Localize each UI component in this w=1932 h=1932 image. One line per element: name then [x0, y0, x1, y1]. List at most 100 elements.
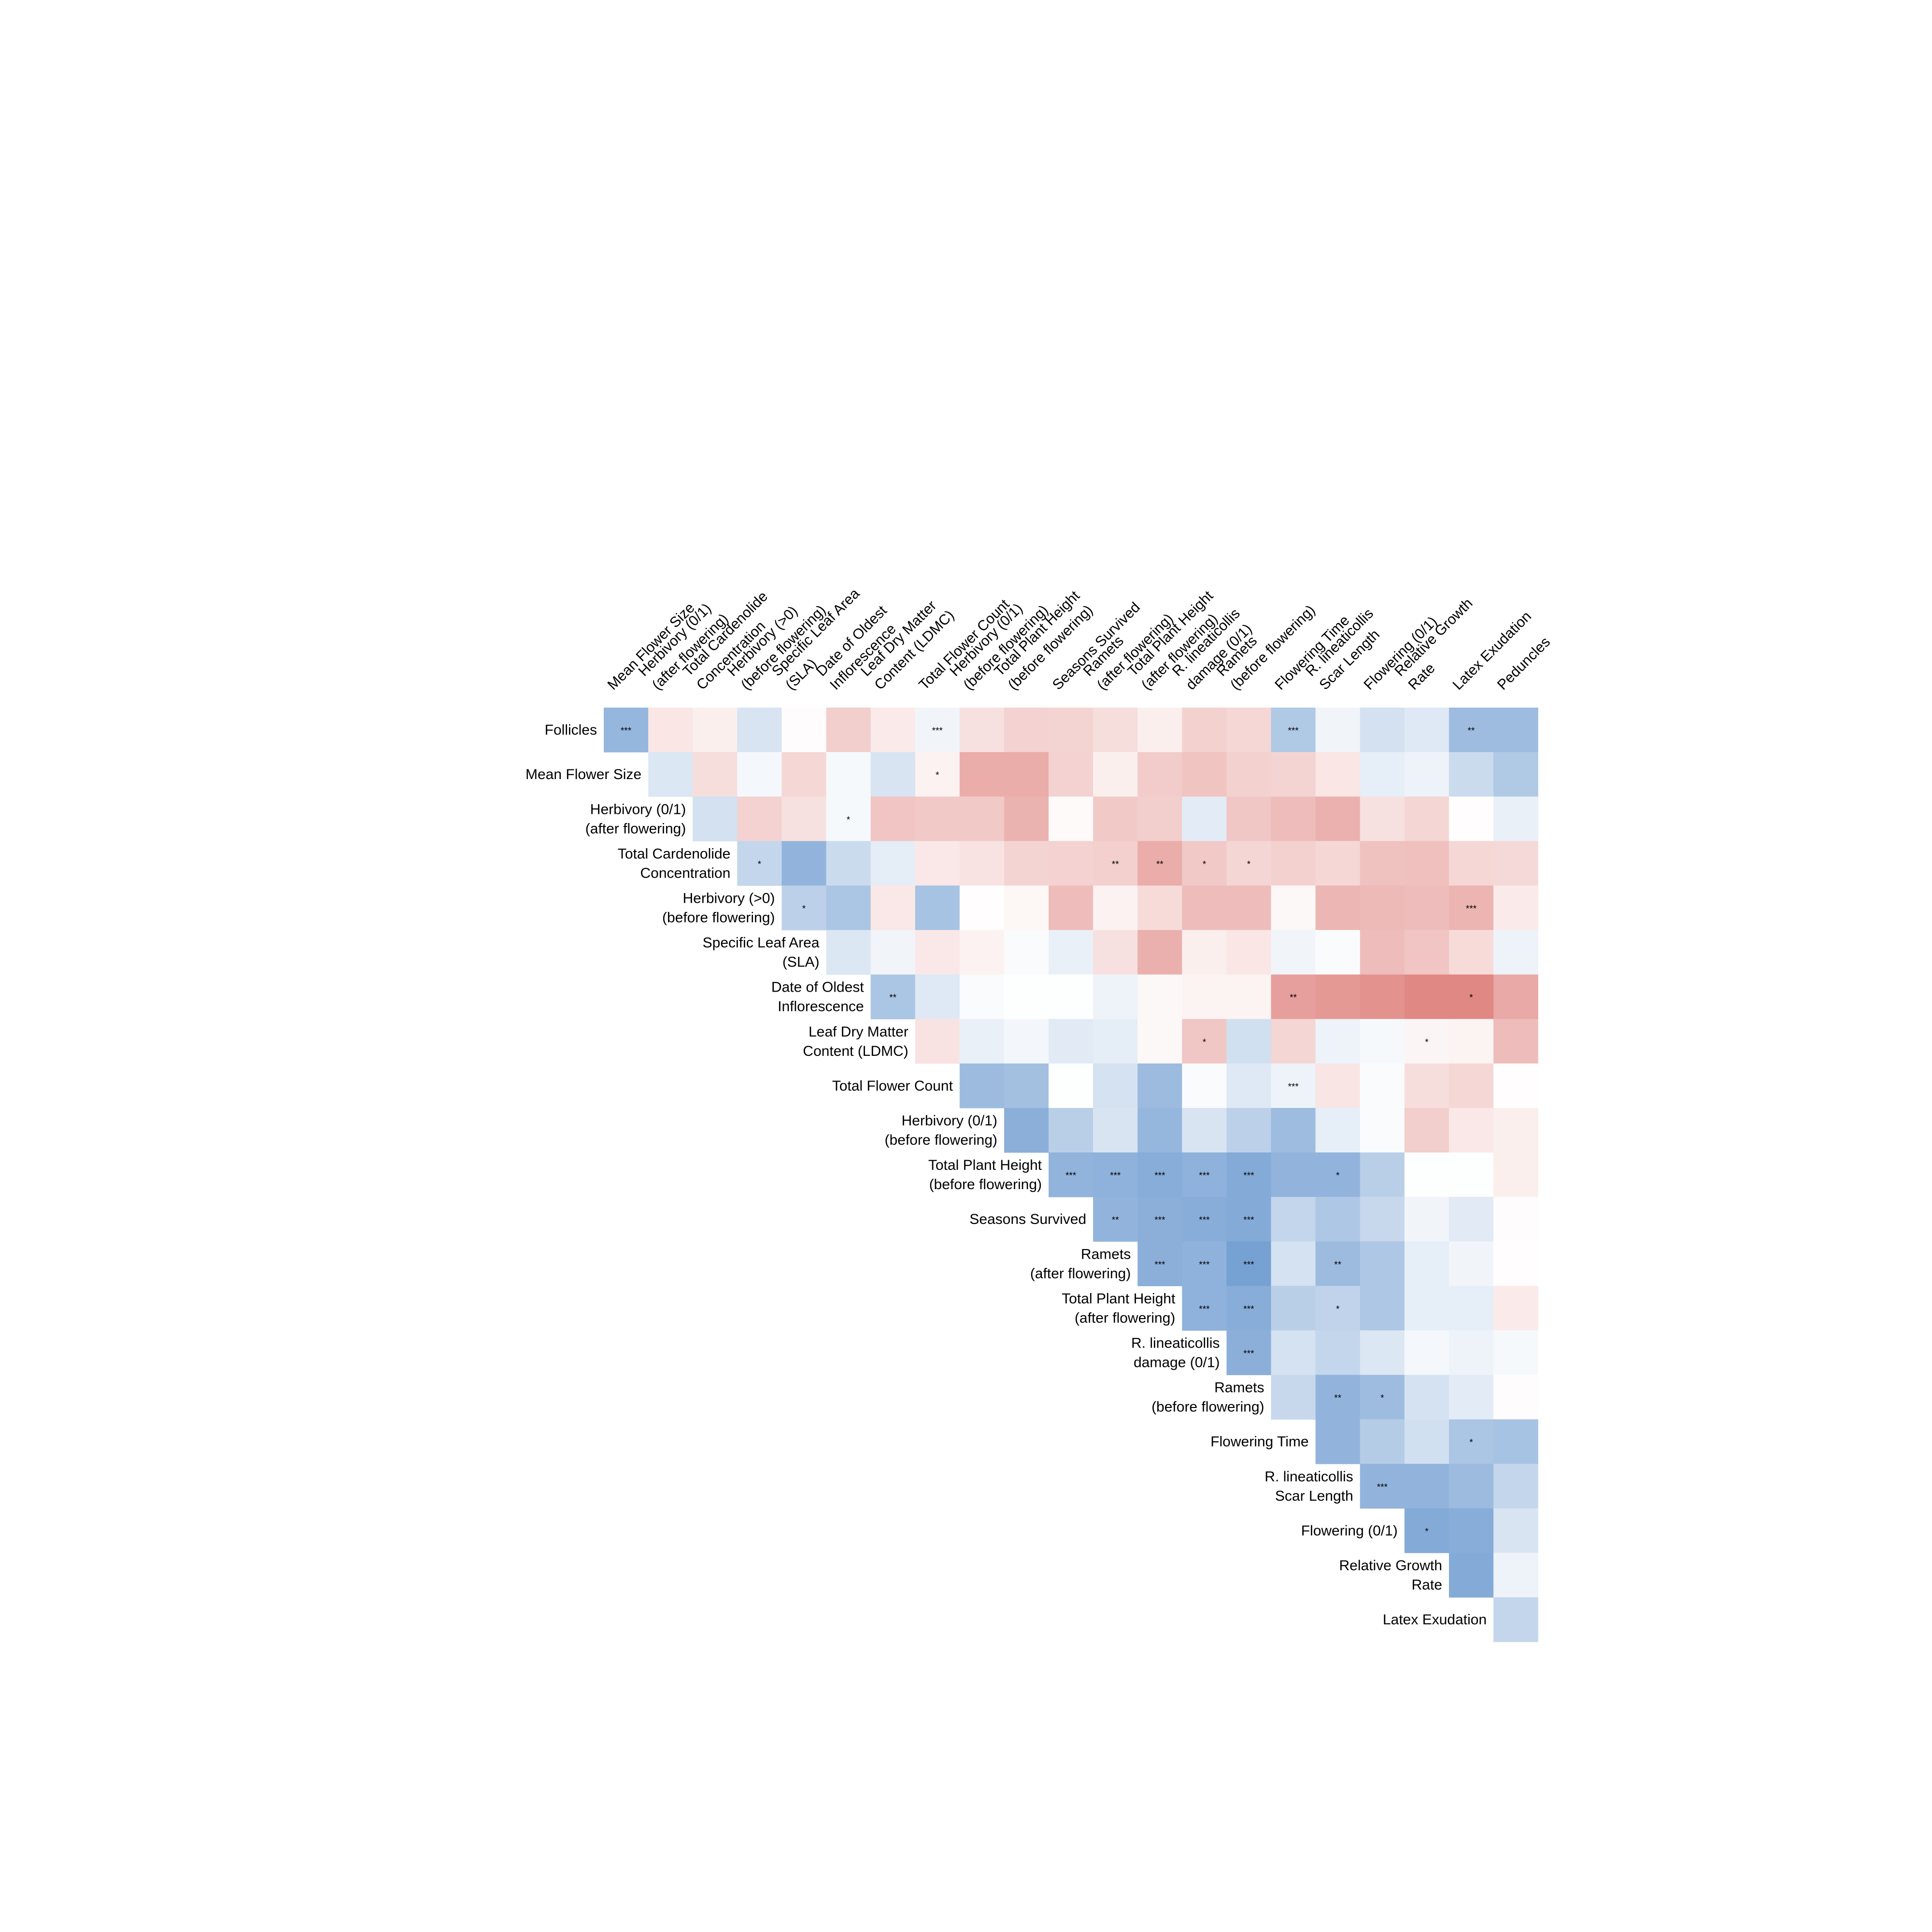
heatmap-cell — [1404, 885, 1449, 931]
heatmap-cell — [1093, 1152, 1138, 1197]
heatmap-cell — [1449, 930, 1494, 975]
heatmap-cell — [915, 1019, 960, 1064]
heatmap-cell — [1449, 796, 1494, 841]
heatmap-cell — [1315, 752, 1361, 797]
significance-star: ** — [1290, 993, 1297, 1003]
heatmap-cell — [1226, 974, 1272, 1020]
heatmap-cell — [781, 796, 827, 841]
heatmap-cell — [915, 885, 960, 931]
significance-star: *** — [1154, 1260, 1165, 1270]
heatmap-cell — [1315, 708, 1361, 753]
heatmap-cell — [1360, 930, 1405, 975]
heatmap-cell — [737, 708, 782, 753]
heatmap-cell — [1049, 1019, 1094, 1064]
heatmap-cell — [648, 752, 693, 797]
heatmap-cell — [1404, 1108, 1449, 1153]
heatmap-cell — [1182, 885, 1227, 931]
row-label: Specific Leaf Area (SLA) — [703, 935, 820, 970]
heatmap-cell — [1360, 1241, 1405, 1286]
heatmap-cell — [693, 708, 738, 753]
heatmap-cell — [1449, 1063, 1494, 1108]
heatmap-cell — [826, 930, 871, 975]
significance-star: *** — [1243, 1304, 1254, 1314]
heatmap-cell — [1137, 974, 1182, 1020]
heatmap-cell — [1226, 1241, 1272, 1286]
heatmap-cell — [1093, 1197, 1138, 1242]
heatmap-cell — [826, 796, 871, 841]
heatmap-cell — [1093, 1019, 1138, 1064]
heatmap-cell — [870, 708, 916, 753]
heatmap-cell — [1404, 1330, 1449, 1376]
heatmap-cell — [1049, 841, 1094, 886]
heatmap-cell — [737, 752, 782, 797]
heatmap-cell — [1449, 1419, 1494, 1464]
significance-star: *** — [1288, 1082, 1299, 1092]
heatmap-cell — [1493, 752, 1538, 797]
significance-star: * — [847, 815, 851, 825]
heatmap-cell — [1049, 930, 1094, 975]
heatmap-cell — [1004, 1019, 1049, 1064]
heatmap-cell — [1315, 1241, 1361, 1286]
heatmap-cell — [1226, 796, 1272, 841]
heatmap-cell — [648, 708, 693, 753]
heatmap-cell — [1449, 1552, 1494, 1598]
heatmap-cell — [1004, 885, 1049, 931]
heatmap-cell — [1093, 796, 1138, 841]
heatmap-cell — [1493, 841, 1538, 886]
heatmap-cell — [1226, 1108, 1272, 1153]
heatmap-cell — [1449, 1241, 1494, 1286]
significance-star: * — [1247, 859, 1251, 869]
heatmap-cell — [1182, 1019, 1227, 1064]
heatmap-cell — [1182, 930, 1227, 975]
significance-star: ** — [1334, 1260, 1341, 1270]
heatmap-cell — [781, 885, 827, 931]
heatmap-cell — [1315, 1286, 1361, 1331]
row-label: R. lineaticollis damage (0/1) — [1131, 1335, 1220, 1370]
heatmap-cell — [1271, 708, 1316, 753]
heatmap-cell — [1137, 796, 1182, 841]
heatmap-cell — [1137, 708, 1182, 753]
heatmap-cell — [1493, 1108, 1538, 1153]
heatmap-cell — [1271, 1019, 1316, 1064]
heatmap-cell — [1226, 1197, 1272, 1242]
heatmap-cell — [1360, 841, 1405, 886]
significance-star: *** — [1288, 726, 1299, 736]
heatmap-cell — [1182, 1286, 1227, 1331]
heatmap-cell — [1271, 1152, 1316, 1197]
heatmap-cell — [1404, 1508, 1449, 1553]
heatmap-cell — [1404, 841, 1449, 886]
heatmap-cell — [1137, 1063, 1182, 1108]
heatmap-cell — [1137, 930, 1182, 975]
heatmap-cell — [1182, 841, 1227, 886]
heatmap-cell — [1360, 1419, 1405, 1464]
heatmap-cell — [1449, 1375, 1494, 1420]
heatmap-cell — [1226, 885, 1272, 931]
row-label: Total Plant Height (after flowering) — [1062, 1291, 1176, 1326]
heatmap-cell — [1137, 1241, 1182, 1286]
heatmap-cell — [1093, 1108, 1138, 1153]
significance-star: *** — [1377, 1482, 1388, 1492]
heatmap-cell — [1493, 1063, 1538, 1108]
heatmap-cell — [1093, 974, 1138, 1020]
heatmap-cell — [1182, 796, 1227, 841]
significance-star: * — [1469, 1438, 1473, 1448]
heatmap-cell — [1449, 1197, 1494, 1242]
heatmap-cell — [1004, 752, 1049, 797]
heatmap-cell — [826, 752, 871, 797]
row-label: Total Flower Count — [832, 1078, 953, 1094]
heatmap-cell — [1226, 1063, 1272, 1108]
significance-star: *** — [1243, 1171, 1254, 1181]
heatmap-cell — [1271, 752, 1316, 797]
heatmap-cell — [915, 974, 960, 1020]
heatmap-cell — [781, 752, 827, 797]
significance-star: ** — [1468, 726, 1475, 736]
heatmap-cell — [1404, 1197, 1449, 1242]
significance-star: *** — [1154, 1171, 1165, 1181]
heatmap-cell — [1493, 708, 1538, 753]
heatmap-cells — [604, 708, 1538, 1642]
heatmap-cell — [737, 796, 782, 841]
significance-star: *** — [1199, 1304, 1210, 1314]
heatmap-cell — [1360, 796, 1405, 841]
heatmap-cell — [826, 708, 871, 753]
significance-star: *** — [1243, 1349, 1254, 1359]
